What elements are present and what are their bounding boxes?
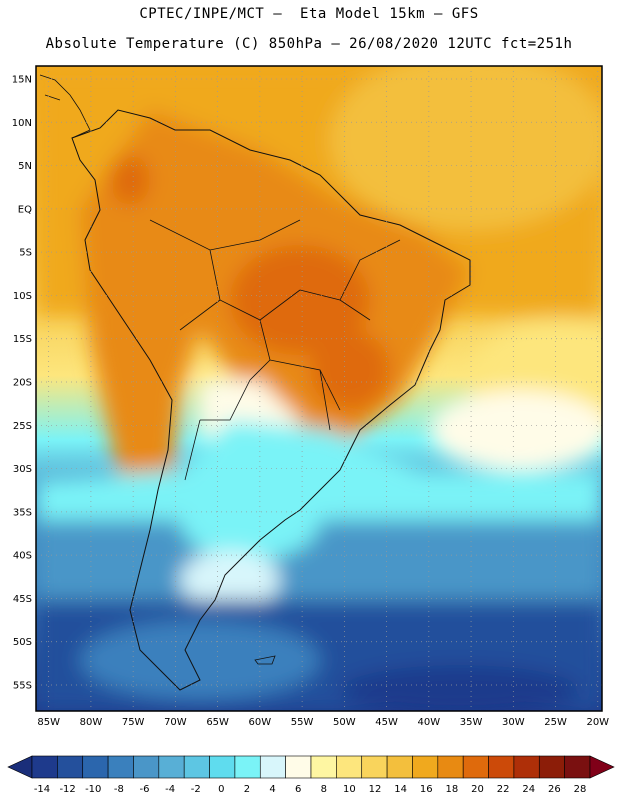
lat-label: 5N	[18, 161, 32, 172]
lat-label: 55S	[13, 681, 32, 692]
south-america-coastline	[71, 109, 471, 691]
colorbar-segment	[259, 755, 286, 779]
colorbar-segment	[462, 755, 489, 779]
lon-label: 25W	[544, 717, 567, 728]
colorbar-label: -2	[191, 784, 201, 795]
lon-label: 75W	[122, 717, 145, 728]
colorbar-label: -10	[85, 784, 101, 795]
lat-label: 25S	[13, 421, 32, 432]
colorbar-segment	[361, 755, 388, 779]
colorbar-segment	[564, 755, 591, 779]
colorbar-segment	[57, 755, 84, 779]
lat-label: 30S	[13, 464, 32, 475]
colorbar-segment	[183, 755, 210, 779]
lon-label: 40W	[418, 717, 441, 728]
colorbar-segment	[310, 755, 337, 779]
lat-label: EQ	[18, 204, 32, 215]
colorbar-segment	[336, 755, 363, 779]
colorbar-label: 2	[244, 784, 250, 795]
colorbar-label: -12	[59, 784, 75, 795]
colorbar-segment	[437, 755, 464, 779]
lon-label: 85W	[37, 717, 60, 728]
colorbar-label: 0	[218, 784, 224, 795]
chart-title-line1: CPTEC/INPE/MCT – Eta Model 15km – GFS	[139, 6, 479, 22]
lat-label: 10S	[13, 291, 32, 302]
colorbar-label: 10	[343, 784, 356, 795]
colorbar-label: -6	[139, 784, 149, 795]
colorbar-segment	[488, 755, 515, 779]
colorbar-label: 8	[321, 784, 327, 795]
colorbar-segment	[82, 755, 109, 779]
colorbar-label: 28	[574, 784, 587, 795]
colorbar-segment	[538, 755, 565, 779]
lon-label: 70W	[164, 717, 187, 728]
lat-label: 45S	[13, 594, 32, 605]
colorbar-label: 12	[369, 784, 382, 795]
colorbar-label: 18	[446, 784, 459, 795]
falkland-islands	[254, 655, 276, 665]
colorbar-label: 4	[269, 784, 275, 795]
colorbar-label: 26	[548, 784, 561, 795]
colorbar-label: 22	[497, 784, 510, 795]
lat-label: 20S	[13, 378, 32, 389]
colorbar-segment	[285, 755, 312, 779]
colorbar-segment	[412, 755, 439, 779]
lat-label: 40S	[13, 551, 32, 562]
lon-label: 60W	[249, 717, 272, 728]
central-america-outline	[39, 74, 91, 139]
colorbar-segment	[209, 755, 236, 779]
colorbar-label: 6	[295, 784, 301, 795]
colorbar-segment	[133, 755, 160, 779]
lon-label: 80W	[80, 717, 103, 728]
colorbar-label: -14	[34, 784, 50, 795]
latitude-labels: 15N 10N 5N EQ 5S 10S 15S 20S 25S 30S 35S 40S 45S 50S 5…	[12, 74, 32, 691]
lat-label: 15S	[13, 334, 32, 345]
lon-label: 35W	[460, 717, 483, 728]
lon-label: 45W	[375, 717, 398, 728]
colorbar-segment	[386, 755, 413, 779]
plot-frame	[35, 65, 603, 712]
lon-label: 30W	[502, 717, 525, 728]
lat-label: 35S	[13, 507, 32, 518]
colorbar: -14 -12 -10 -8 -6 -4 -2 0 2 4 6 8 10 12 14 16 18 20 22 24 26…	[7, 755, 615, 795]
colorbar-label: 20	[471, 784, 484, 795]
colorbar-label: 16	[420, 784, 433, 795]
colorbar-segment	[513, 755, 540, 779]
lon-label: 50W	[333, 717, 356, 728]
lon-label: 20W	[586, 717, 609, 728]
colorbar-label: 24	[522, 784, 535, 795]
colorbar-label: -8	[114, 784, 124, 795]
lon-label: 65W	[206, 717, 229, 728]
colorbar-label: 14	[394, 784, 407, 795]
chart-title-line2: Absolute Temperature (C) 850hPa – 26/08/…	[45, 36, 573, 52]
lat-label: 50S	[13, 637, 32, 648]
colorbar-segment	[158, 755, 185, 779]
temperature-field	[36, 66, 602, 711]
lat-label: 15N	[12, 74, 32, 85]
colorbar-min-arrow	[7, 755, 33, 779]
longitude-labels: 85W 80W 75W 70W 65W 60W 55W 50W 45W 40W 35W 30W 25W 2…	[37, 717, 609, 728]
colorbar-max-arrow	[589, 755, 615, 779]
lon-label: 55W	[291, 717, 314, 728]
colorbar-segment	[234, 755, 261, 779]
colorbar-label: -4	[165, 784, 175, 795]
lat-label: 5S	[19, 248, 32, 259]
colorbar-segment	[107, 755, 134, 779]
lat-label: 10N	[12, 118, 32, 129]
colorbar-segment	[31, 755, 58, 779]
country-borders	[149, 219, 401, 481]
